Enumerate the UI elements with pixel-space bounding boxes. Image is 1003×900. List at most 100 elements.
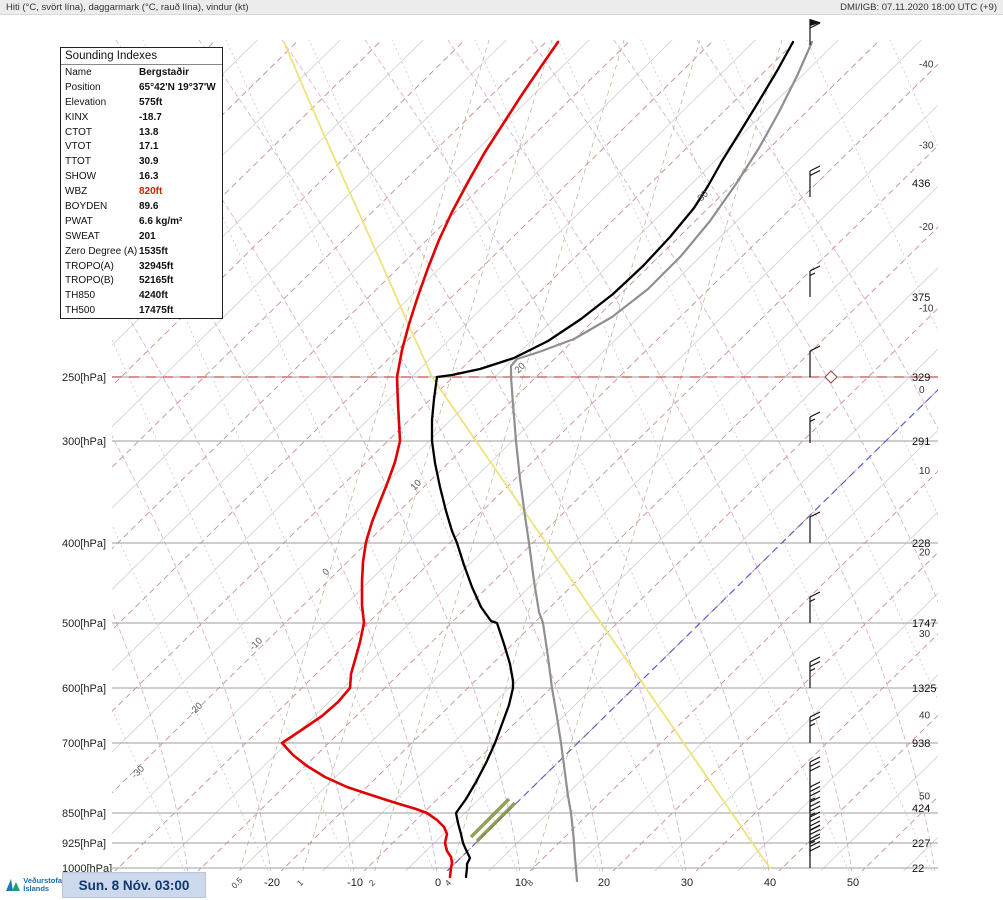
green-energy-mark (475, 801, 517, 843)
index-value: 6.6 kg/m² (139, 215, 183, 227)
logo-icon (6, 879, 20, 891)
svg-text:925[hPa]: 925[hPa] (62, 838, 106, 850)
met-office-logo: Veðurstofa Íslands (0, 872, 62, 898)
svg-text:0.5: 0.5 (229, 875, 245, 891)
index-label: PWAT (65, 215, 93, 227)
sounding-indexes-panel: Sounding Indexes Name Bergstaðir Position 6… (60, 47, 223, 320)
svg-text:400[hPa]: 400[hPa] (62, 538, 106, 550)
legend-text: Hiti (°C, svört lína), daggarmark (°C, r… (6, 1, 249, 13)
logo-text: Veðurstofa Íslands (23, 876, 62, 894)
temperature-curve (430, 40, 795, 879)
index-label: KINX (65, 111, 89, 123)
index-label: TROPO(B) (65, 275, 114, 287)
index-row: CTOT 13.8 (61, 125, 222, 140)
index-row: TROPO(A) 32945ft (61, 259, 222, 274)
index-row: Name Bergstaðir (61, 65, 222, 80)
svg-text:-30: -30 (129, 763, 146, 780)
profile-curves (280, 40, 814, 883)
svg-text:300[hPa]: 300[hPa] (62, 436, 106, 448)
svg-text:1747: 1747 (912, 618, 936, 630)
svg-text:0: 0 (919, 385, 925, 396)
index-value: 30.9 (139, 156, 159, 168)
svg-text:-20: -20 (919, 222, 934, 233)
index-label: SWEAT (65, 230, 100, 242)
wind-barbs (809, 19, 821, 868)
svg-text:1: 1 (295, 877, 306, 888)
dry-adiabat-grid (112, 40, 938, 871)
svg-text:329: 329 (912, 372, 930, 384)
index-row: TH850 4240ft (61, 288, 222, 303)
index-row: Position 65°42'N 19°37'W (61, 80, 222, 95)
svg-text:291: 291 (912, 436, 930, 448)
svg-text:40: 40 (919, 710, 931, 721)
index-label: Position (65, 81, 101, 93)
svg-text:8: 8 (525, 877, 536, 888)
mixing-ratio-grid (239, 40, 783, 871)
valid-time-box[interactable]: Sun. 8 Nóv. 03:00 (62, 872, 206, 898)
index-value: 820ft (139, 186, 163, 198)
tropopause-marker (824, 370, 838, 384)
datasource-text: DMI/IGB: 07.11.2020 18:00 UTC (+9) (840, 1, 997, 13)
svg-text:600[hPa]: 600[hPa] (62, 683, 106, 695)
svg-text:700[hPa]: 700[hPa] (62, 738, 106, 750)
index-label: Zero Degree (A) (65, 245, 138, 257)
svg-text:4: 4 (443, 877, 454, 888)
index-value: 4240ft (139, 290, 168, 302)
index-value: 17475ft (139, 305, 174, 317)
sounding-rows: Name Bergstaðir Position 65°42'N 19°37'W Ele… (61, 65, 222, 318)
index-value: 575ft (139, 96, 163, 108)
index-row: PWAT 6.6 kg/m² (61, 214, 222, 229)
index-row: TTOT 30.9 (61, 154, 222, 169)
index-label: VTOT (65, 141, 92, 153)
logo-org-line2: Íslands (23, 884, 50, 893)
svg-text:424: 424 (912, 803, 930, 815)
index-label: BOYDEN (65, 200, 108, 212)
index-row: BOYDEN 89.6 (61, 199, 222, 214)
footer-bar: Veðurstofa Íslands Sun. 8 Nóv. 03:00 (0, 872, 206, 898)
svg-text:1325: 1325 (912, 683, 936, 695)
index-value: 32945ft (139, 260, 174, 272)
svg-text:-10: -10 (247, 635, 264, 652)
index-value: -18.7 (139, 111, 162, 123)
svg-text:500[hPa]: 500[hPa] (62, 618, 106, 630)
index-value: 65°42'N 19°37'W (139, 81, 216, 93)
svg-text:0: 0 (435, 877, 441, 889)
index-label: TH500 (65, 305, 96, 317)
svg-text:250[hPa]: 250[hPa] (62, 372, 106, 384)
svg-text:50: 50 (847, 877, 859, 889)
index-value: 16.3 (139, 171, 159, 183)
svg-text:20: 20 (919, 548, 931, 559)
svg-text:-20: -20 (264, 877, 280, 889)
svg-text:375: 375 (912, 292, 930, 304)
index-value: 52165ft (139, 275, 174, 287)
svg-text:10: 10 (409, 478, 424, 493)
index-label: TH850 (65, 290, 96, 302)
svg-text:-20: -20 (187, 700, 204, 717)
index-value: 17.1 (139, 141, 159, 153)
svg-text:-30: -30 (919, 141, 934, 152)
index-value: Bergstaðir (139, 66, 190, 78)
svg-text:436: 436 (912, 178, 930, 190)
dewpoint-curve (280, 40, 560, 879)
svg-text:30: 30 (919, 629, 931, 640)
index-row: TH500 17475ft (61, 303, 222, 318)
svg-text:22: 22 (912, 863, 924, 875)
index-row: WBZ 820ft (61, 184, 222, 199)
index-label: TROPO(A) (65, 260, 114, 272)
svg-text:-40: -40 (919, 59, 934, 70)
svg-text:10: 10 (919, 466, 931, 477)
svg-text:-10: -10 (347, 877, 363, 889)
index-value: 89.6 (139, 200, 159, 212)
index-row: KINX -18.7 (61, 110, 222, 125)
index-label: Name (65, 66, 92, 78)
isotherm-grid (112, 40, 938, 871)
gray-parcel-curve (509, 40, 814, 883)
index-row: VTOT 17.1 (61, 139, 222, 154)
svg-text:30: 30 (681, 877, 693, 889)
index-row: SWEAT 201 (61, 229, 222, 244)
svg-text:20: 20 (598, 877, 610, 889)
svg-text:2: 2 (367, 877, 378, 888)
panel-title: Sounding Indexes (61, 48, 222, 65)
index-row: Elevation 575ft (61, 95, 222, 110)
